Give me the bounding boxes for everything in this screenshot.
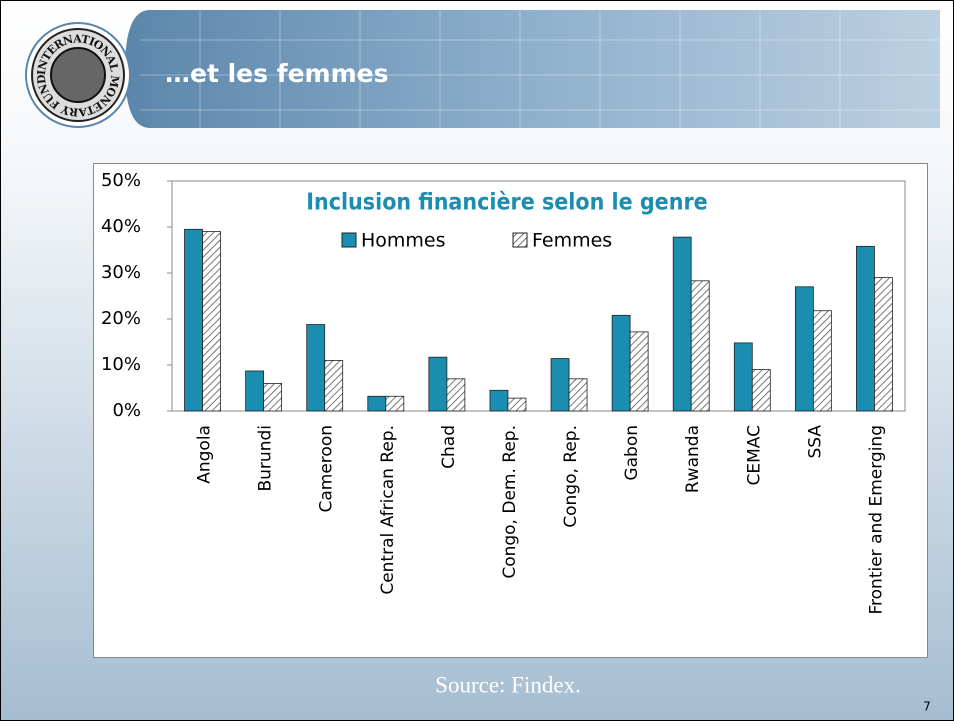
y-tick-label: 50% <box>101 170 141 191</box>
bar <box>812 310 832 412</box>
bar <box>324 359 344 412</box>
x-tick-label: Cameroon <box>317 425 337 513</box>
bar <box>874 277 893 412</box>
bar <box>611 314 631 412</box>
bar <box>367 395 387 412</box>
legend-label: Femmes <box>532 230 612 252</box>
bar <box>856 245 875 412</box>
x-tick-label: CEMAC <box>744 425 764 485</box>
bar <box>507 397 527 412</box>
x-tick-label: Congo, Dem. Rep. <box>500 425 520 579</box>
bar <box>733 342 753 412</box>
x-tick-label: Chad <box>439 425 459 469</box>
x-tick-label: Angola <box>195 425 215 484</box>
bar <box>489 389 509 412</box>
bar <box>629 331 649 412</box>
bar <box>263 382 283 412</box>
x-tick-label: Burundi <box>256 425 276 492</box>
legend-swatch <box>341 232 357 248</box>
source: Source: Findex. <box>435 672 581 697</box>
bar <box>428 356 448 412</box>
x-tick-label: Congo, Rep. <box>561 425 581 528</box>
bar <box>306 324 326 412</box>
bar <box>184 228 203 412</box>
bar <box>245 370 265 412</box>
y-tick-label: 20% <box>101 308 141 329</box>
logo-globe <box>50 47 106 103</box>
bar <box>690 280 710 412</box>
legend-swatch <box>512 232 528 248</box>
x-tick-label: Central African Rep. <box>378 425 398 595</box>
bar <box>550 358 570 412</box>
banner-grid <box>140 10 940 128</box>
y-tick-label: 40% <box>101 216 141 237</box>
header-banner <box>125 10 940 128</box>
legend-label: Hommes <box>361 230 446 252</box>
bar <box>202 231 221 412</box>
y-tick-label: 0% <box>112 400 141 421</box>
bar <box>446 378 466 412</box>
x-tick-label: Frontier and Emerging <box>866 425 886 615</box>
bar <box>385 395 405 412</box>
x-tick-label: Gabon <box>622 425 642 481</box>
page-number: 7 <box>923 700 931 714</box>
bar <box>751 369 771 412</box>
x-tick-label: Rwanda <box>683 425 703 493</box>
plot-area <box>171 180 906 412</box>
x-tick-label: SSA <box>805 425 825 459</box>
chart-title: Inclusion financière selon le genre <box>306 190 707 216</box>
bar <box>794 286 814 412</box>
bar <box>672 236 692 412</box>
bar <box>568 378 588 412</box>
y-tick-label: 30% <box>101 262 141 283</box>
y-tick-label: 10% <box>101 354 141 375</box>
slide-title: …et les femmes <box>165 59 389 88</box>
